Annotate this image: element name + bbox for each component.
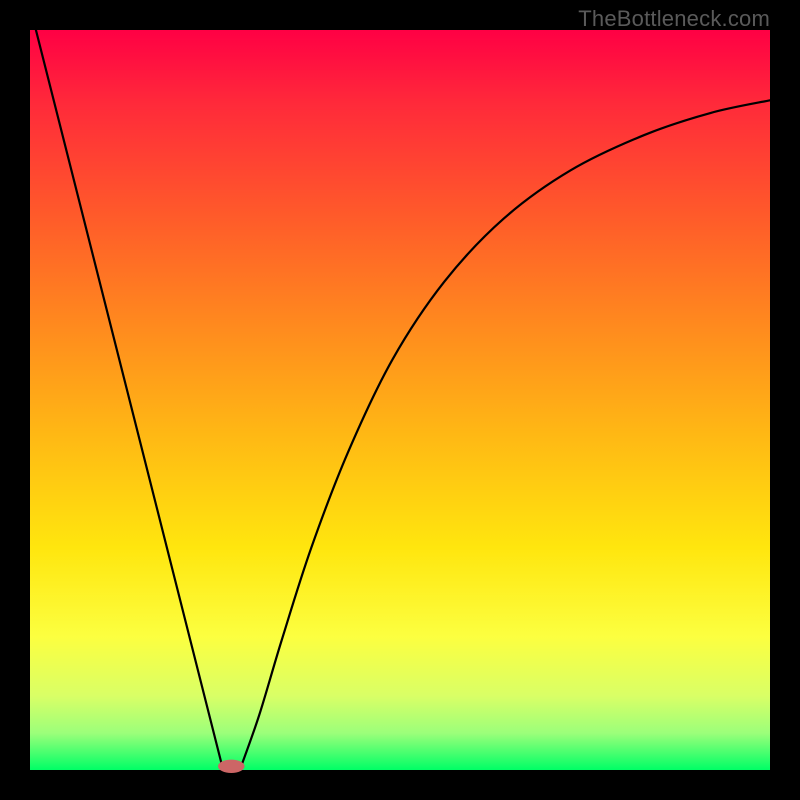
bottleneck-chart — [0, 0, 800, 800]
watermark-text: TheBottleneck.com — [578, 6, 770, 32]
chart-container: { "canvas": { "width": 800, "height": 80… — [0, 0, 800, 800]
